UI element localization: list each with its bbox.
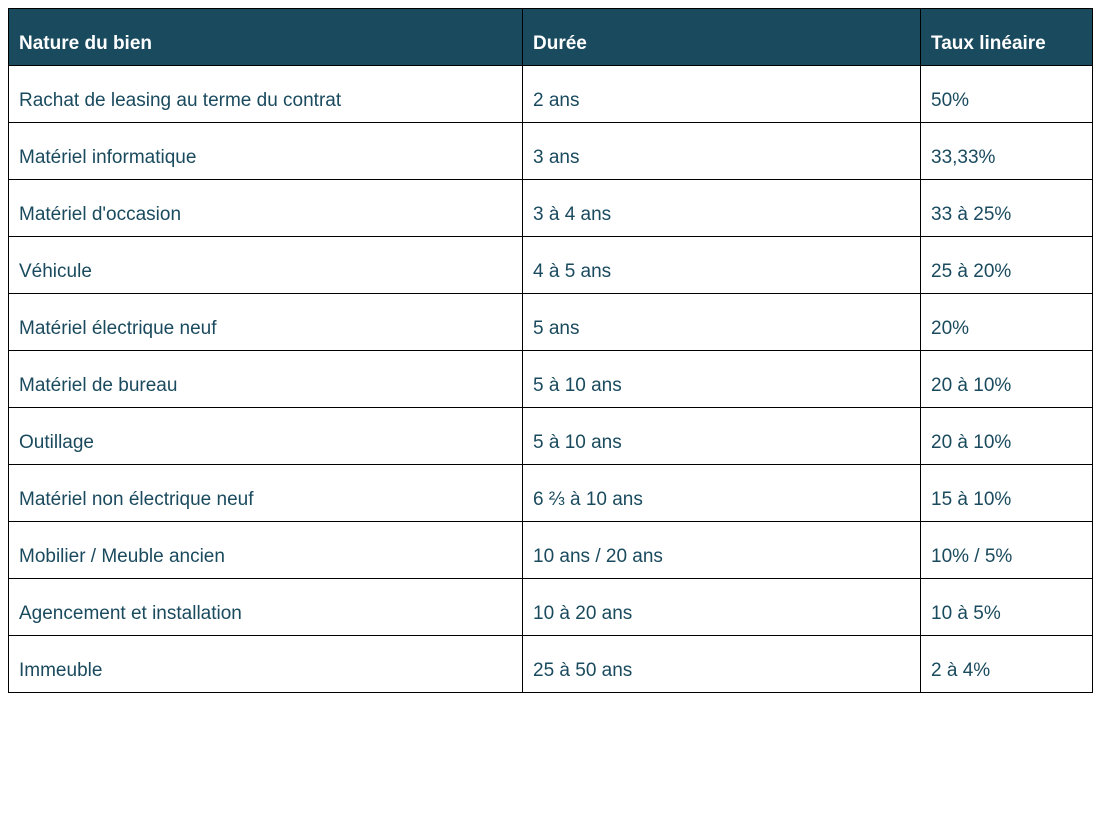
cell-taux: 33,33%	[921, 123, 1093, 180]
table-row: Immeuble 25 à 50 ans 2 à 4%	[9, 636, 1093, 693]
table-header-row: Nature du bien Durée Taux linéaire	[9, 9, 1093, 66]
cell-duree: 4 à 5 ans	[523, 237, 921, 294]
cell-duree: 3 ans	[523, 123, 921, 180]
table-row: Matériel informatique 3 ans 33,33%	[9, 123, 1093, 180]
cell-nature: Rachat de leasing au terme du contrat	[9, 66, 523, 123]
cell-taux: 10% / 5%	[921, 522, 1093, 579]
cell-nature: Matériel d'occasion	[9, 180, 523, 237]
col-header-taux: Taux linéaire	[921, 9, 1093, 66]
cell-taux: 15 à 10%	[921, 465, 1093, 522]
table-row: Agencement et installation 10 à 20 ans 1…	[9, 579, 1093, 636]
cell-taux: 25 à 20%	[921, 237, 1093, 294]
cell-duree: 10 ans / 20 ans	[523, 522, 921, 579]
cell-duree: 3 à 4 ans	[523, 180, 921, 237]
cell-duree: 5 ans	[523, 294, 921, 351]
cell-nature: Matériel électrique neuf	[9, 294, 523, 351]
cell-duree: 25 à 50 ans	[523, 636, 921, 693]
table-row: Matériel d'occasion 3 à 4 ans 33 à 25%	[9, 180, 1093, 237]
cell-duree: 6 ⅔ à 10 ans	[523, 465, 921, 522]
table-row: Matériel de bureau 5 à 10 ans 20 à 10%	[9, 351, 1093, 408]
table-row: Véhicule 4 à 5 ans 25 à 20%	[9, 237, 1093, 294]
cell-taux: 50%	[921, 66, 1093, 123]
cell-nature: Outillage	[9, 408, 523, 465]
table-row: Matériel non électrique neuf 6 ⅔ à 10 an…	[9, 465, 1093, 522]
cell-nature: Agencement et installation	[9, 579, 523, 636]
cell-nature: Matériel non électrique neuf	[9, 465, 523, 522]
cell-nature: Matériel de bureau	[9, 351, 523, 408]
cell-taux: 20 à 10%	[921, 351, 1093, 408]
cell-taux: 2 à 4%	[921, 636, 1093, 693]
cell-duree: 5 à 10 ans	[523, 408, 921, 465]
table-header: Nature du bien Durée Taux linéaire	[9, 9, 1093, 66]
cell-taux: 10 à 5%	[921, 579, 1093, 636]
cell-duree: 2 ans	[523, 66, 921, 123]
table-row: Mobilier / Meuble ancien 10 ans / 20 ans…	[9, 522, 1093, 579]
amortization-table: Nature du bien Durée Taux linéaire Racha…	[8, 8, 1093, 693]
table-row: Rachat de leasing au terme du contrat 2 …	[9, 66, 1093, 123]
cell-duree: 5 à 10 ans	[523, 351, 921, 408]
table-row: Outillage 5 à 10 ans 20 à 10%	[9, 408, 1093, 465]
cell-taux: 33 à 25%	[921, 180, 1093, 237]
cell-nature: Véhicule	[9, 237, 523, 294]
cell-taux: 20 à 10%	[921, 408, 1093, 465]
cell-nature: Immeuble	[9, 636, 523, 693]
cell-nature: Mobilier / Meuble ancien	[9, 522, 523, 579]
col-header-duree: Durée	[523, 9, 921, 66]
table-row: Matériel électrique neuf 5 ans 20%	[9, 294, 1093, 351]
cell-nature: Matériel informatique	[9, 123, 523, 180]
col-header-nature: Nature du bien	[9, 9, 523, 66]
cell-taux: 20%	[921, 294, 1093, 351]
table-body: Rachat de leasing au terme du contrat 2 …	[9, 66, 1093, 693]
amortization-table-container: Nature du bien Durée Taux linéaire Racha…	[8, 8, 1092, 693]
cell-duree: 10 à 20 ans	[523, 579, 921, 636]
